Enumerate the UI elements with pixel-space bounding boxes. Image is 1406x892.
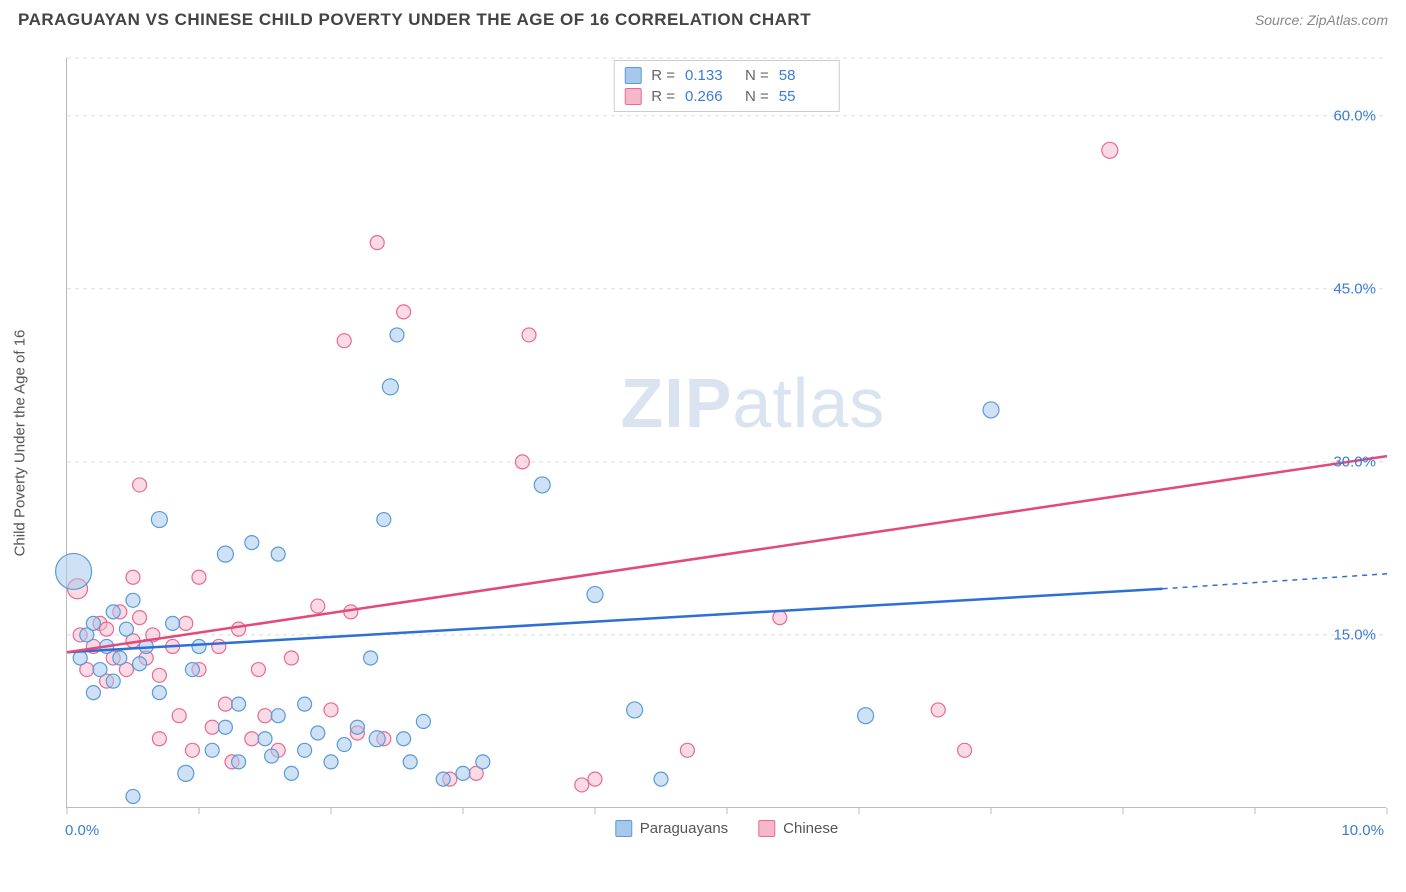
- stats-row-paraguayans: R = 0.133 N = 58: [624, 65, 829, 86]
- y-axis-label: Child Poverty Under the Age of 16: [12, 330, 29, 557]
- chart-container: Child Poverty Under the Age of 16 ZIPatl…: [48, 48, 1388, 838]
- legend-swatch-paraguayans: [615, 820, 632, 837]
- r-value-paraguayans: 0.133: [685, 65, 735, 86]
- title-bar: PARAGUAYAN VS CHINESE CHILD POVERTY UNDE…: [0, 0, 1406, 36]
- swatch-chinese: [624, 88, 641, 105]
- x-min-label: 0.0%: [65, 822, 99, 839]
- y-tick-label: 30.0%: [1333, 453, 1376, 470]
- n-value-chinese: 55: [779, 86, 829, 107]
- legend-item-paraguayans: Paraguayans: [615, 820, 728, 837]
- y-tick-label: 45.0%: [1333, 280, 1376, 297]
- n-label-2: N =: [745, 86, 769, 107]
- r-label-2: R =: [651, 86, 675, 107]
- r-value-chinese: 0.266: [685, 86, 735, 107]
- y-tick-label: 15.0%: [1333, 626, 1376, 643]
- y-tick-label: 60.0%: [1333, 107, 1376, 124]
- chart-title: PARAGUAYAN VS CHINESE CHILD POVERTY UNDE…: [18, 10, 811, 30]
- legend-label-chinese: Chinese: [783, 820, 838, 837]
- legend-label-paraguayans: Paraguayans: [640, 820, 728, 837]
- legend-item-chinese: Chinese: [758, 820, 838, 837]
- legend-swatch-chinese: [758, 820, 775, 837]
- n-value-paraguayans: 58: [779, 65, 829, 86]
- swatch-paraguayans: [624, 67, 641, 84]
- x-max-label: 10.0%: [1341, 822, 1384, 839]
- r-label: R =: [651, 65, 675, 86]
- plot-area: ZIPatlas 15.0%30.0%45.0%60.0% R = 0.133 …: [66, 58, 1386, 808]
- n-label: N =: [745, 65, 769, 86]
- stats-row-chinese: R = 0.266 N = 55: [624, 86, 829, 107]
- stats-legend: R = 0.133 N = 58 R = 0.266 N = 55: [613, 60, 840, 112]
- bottom-legend: Paraguayans Chinese: [615, 820, 838, 837]
- data-layer: [67, 58, 1386, 807]
- source-label: Source: ZipAtlas.com: [1255, 12, 1388, 28]
